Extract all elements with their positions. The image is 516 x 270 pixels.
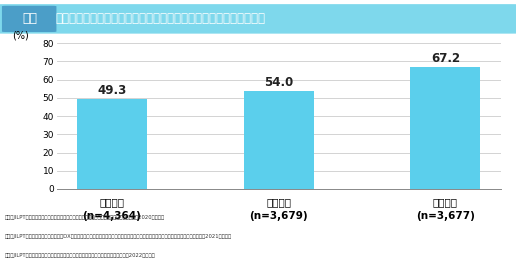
Text: (%): (%) [12, 30, 29, 40]
Text: 49.3: 49.3 [98, 84, 126, 97]
Text: 54.0: 54.0 [264, 76, 293, 89]
Text: 67.2: 67.2 [431, 52, 460, 65]
FancyBboxPatch shape [0, 5, 516, 33]
Bar [244, 90, 314, 189]
FancyBboxPatch shape [3, 6, 56, 31]
Text: 資料：JILPT「デジタル技術の進展に対応したものづくり人材の確保・育成に関する調査」（2020年５月）: 資料：JILPT「デジタル技術の進展に対応したものづくり人材の確保・育成に関する… [5, 215, 165, 220]
Bar [77, 99, 147, 189]
Bar [410, 66, 480, 189]
Text: 図１: 図１ [22, 12, 37, 25]
Text: ものづくりの工程・活動におけるデジタル技術の活用状況の推移: ものづくりの工程・活動におけるデジタル技術の活用状況の推移 [56, 12, 266, 25]
Text: 資料：JILPT「ものづくり産業におけるDX（デジタルトランスフォーメーション）に対応した人材の確保・育成や働き方に関する調査」（2021年５月）: 資料：JILPT「ものづくり産業におけるDX（デジタルトランスフォーメーション）… [5, 234, 232, 239]
Text: 資料：JILPT「ものづくり産業のデジタル技術活用と人材確保・育成に関する調査」（2022年５月）: 資料：JILPT「ものづくり産業のデジタル技術活用と人材確保・育成に関する調査」… [5, 253, 156, 258]
